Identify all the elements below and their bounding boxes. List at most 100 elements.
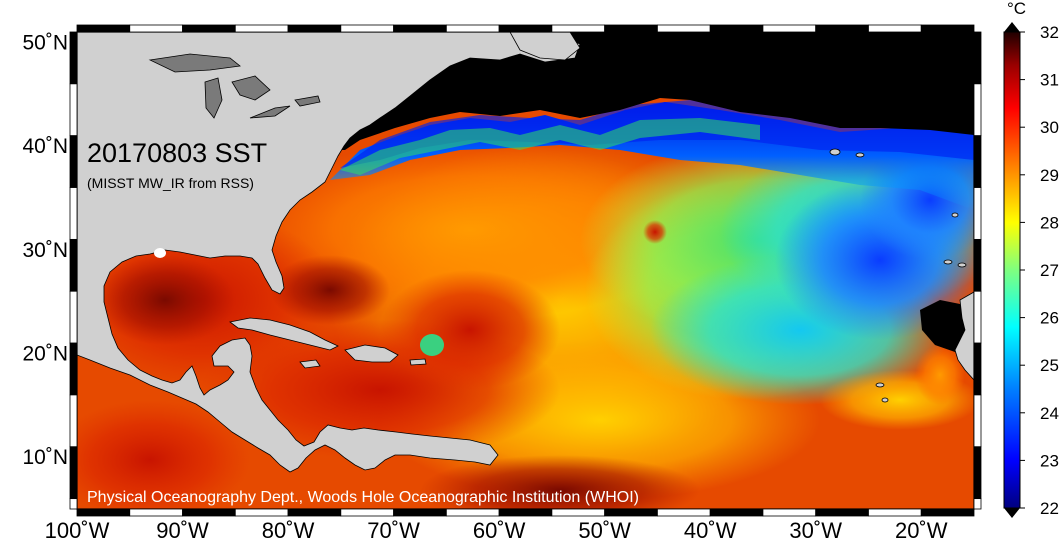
latitude-labels: 50˚N 40˚N 30˚N 20˚N 10˚N xyxy=(22,31,68,469)
sst-equatorial-hot xyxy=(420,455,700,509)
frame-segment-top xyxy=(604,24,658,33)
frame-segment-right xyxy=(973,342,982,396)
canary-island xyxy=(943,259,953,265)
frame-segment-top xyxy=(76,24,131,33)
newfoundland-land xyxy=(509,32,581,61)
colorbar-scale xyxy=(1003,31,1021,509)
longitude-tick-label: 100˚W xyxy=(45,518,110,543)
colorbar-tick-label: 25 xyxy=(1040,356,1059,375)
longitude-tick-label: 30˚W xyxy=(789,518,842,543)
frame-segment-bottom xyxy=(815,508,869,517)
frame-segment-top xyxy=(498,24,553,33)
frame-segment-top xyxy=(868,24,922,33)
latitude-tick-label: 10˚N xyxy=(22,446,68,469)
frame-segment-bottom xyxy=(657,508,711,517)
colorbar-tick-label: 30 xyxy=(1040,118,1059,137)
sst-bahamas-hot xyxy=(270,255,390,325)
frame-segment-top xyxy=(709,24,764,33)
map-subtitle: (MISST MW_IR from RSS) xyxy=(87,175,254,191)
longitude-tick-label: 60˚W xyxy=(473,518,526,543)
frame-segment-bottom xyxy=(445,508,500,517)
lake-erie xyxy=(249,105,291,119)
sst-cold-eddy xyxy=(420,334,444,356)
colorbar-tick-label: 24 xyxy=(1040,404,1059,423)
frame-segment-left xyxy=(69,446,78,500)
frame-segment-bottom xyxy=(287,508,342,517)
frame-segment-bottom xyxy=(182,508,236,517)
cuba-land xyxy=(229,317,339,351)
frame-segment-left xyxy=(69,394,78,448)
colorbar-tick-label: 28 xyxy=(1040,213,1059,232)
puerto-rico-land xyxy=(409,358,427,366)
latitude-tick-label: 20˚N xyxy=(22,342,68,365)
longitude-tick-label: 40˚W xyxy=(684,518,737,543)
sst-gulf-stream-front xyxy=(340,118,760,175)
colorbar-tick-label: 22 xyxy=(1040,499,1059,518)
colorbar-ticks: 32 31 30 29 28 27 26 25 24 23 22 xyxy=(1020,23,1059,518)
frame-segment-top xyxy=(445,24,500,33)
colorbar-min-arrow xyxy=(1004,508,1020,518)
colorbar: °C 32 31 30 29 28 27 26 25 24 23 22 xyxy=(1003,0,1059,518)
azores-island-2 xyxy=(855,152,865,158)
land xyxy=(77,32,974,473)
frame-segment-bottom xyxy=(234,508,289,517)
sst-gulf-hot xyxy=(95,255,235,345)
cape-verde-island-2 xyxy=(881,397,889,403)
frame-segment-right xyxy=(973,83,982,137)
colorbar-unit: °C xyxy=(1007,0,1026,18)
frame-segment-top xyxy=(393,24,447,33)
latitude-tick-label: 50˚N xyxy=(22,31,68,54)
longitude-tick-label: 50˚W xyxy=(578,518,631,543)
frame-segment-top xyxy=(129,24,183,33)
frame-segment-left xyxy=(69,31,78,85)
frame-segment-right xyxy=(973,187,982,240)
frame-segment-bottom xyxy=(551,508,606,517)
frame-segment-left xyxy=(69,238,78,292)
frame-segment-bottom xyxy=(868,508,922,517)
frame-segment-bottom xyxy=(920,508,975,517)
map-credit: Physical Oceanography Dept., Woods Hole … xyxy=(87,489,639,506)
colorbar-tick-label: 23 xyxy=(1040,451,1059,470)
frame-segment-bottom xyxy=(604,508,658,517)
frame-segment-top xyxy=(815,24,869,33)
lake-ontario xyxy=(294,95,321,107)
frame-segment-bottom xyxy=(393,508,447,517)
frame-segment-right xyxy=(973,446,982,500)
azores-island xyxy=(829,148,841,156)
frame-segment-bottom xyxy=(762,508,817,517)
cape-verde-island xyxy=(875,382,885,388)
frame-segment-top xyxy=(182,24,236,33)
hispaniola-land xyxy=(344,344,399,363)
sst-map-panel xyxy=(77,32,974,509)
frame-segment-left xyxy=(69,83,78,137)
frame-segment-top xyxy=(762,24,817,33)
colorbar-tick-label: 29 xyxy=(1040,166,1059,185)
frame-segment-right xyxy=(973,238,982,292)
longitude-labels: 100˚W 90˚W 80˚W 70˚W 60˚W 50˚W 40˚W 30˚W 20˚W xyxy=(45,518,948,543)
sst-eddy xyxy=(643,220,667,244)
longitude-tick-label: 90˚W xyxy=(156,518,209,543)
frame-segment-bottom xyxy=(498,508,553,517)
colorbar-max-arrow xyxy=(1004,22,1020,32)
sst-african-coast xyxy=(915,345,965,405)
jamaica-land xyxy=(299,359,321,369)
great-lakes xyxy=(148,53,321,119)
frame-segment-top xyxy=(287,24,342,33)
colorbar-tick-label: 32 xyxy=(1040,23,1059,42)
lake-michigan xyxy=(204,77,223,119)
frame-segment-right xyxy=(973,394,982,448)
canary-island-2 xyxy=(957,262,967,268)
madeira-island xyxy=(951,212,959,218)
map-title: 20170803 SST xyxy=(87,138,267,168)
frame-segment-bottom xyxy=(129,508,183,517)
africa-land xyxy=(954,291,974,381)
frame-segment-top xyxy=(657,24,711,33)
frame-segment-bottom xyxy=(76,508,131,517)
latitude-tick-label: 40˚N xyxy=(22,135,68,158)
frame-segment-top xyxy=(551,24,606,33)
frame-segment-bottom xyxy=(340,508,394,517)
colorbar-tick-label: 31 xyxy=(1040,71,1059,90)
frame-segment-left xyxy=(69,290,78,344)
latitude-tick-label: 30˚N xyxy=(22,239,68,262)
